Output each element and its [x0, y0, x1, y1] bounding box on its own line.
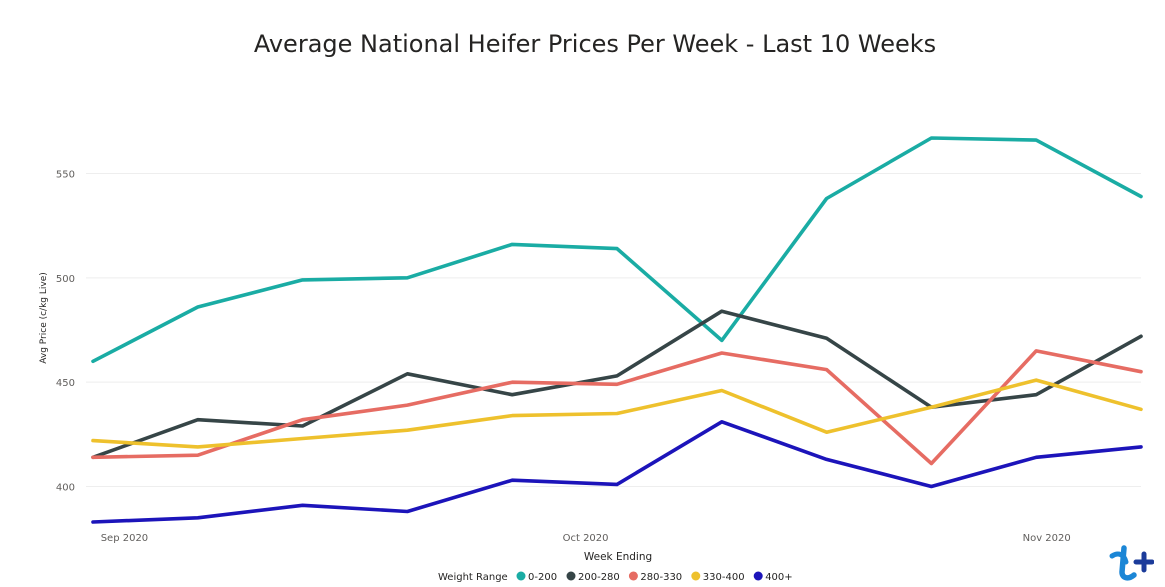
- series-line-400+: [91, 419, 1143, 524]
- legend-marker: [753, 571, 763, 581]
- x-axis-ticks: Sep 2020 Oct 2020 Nov 2020: [101, 533, 1071, 544]
- y-axis-ticks: 400 450 500 550: [56, 170, 75, 494]
- legend-item-label: 330-400: [703, 572, 745, 583]
- x-axis-title: Week Ending: [584, 551, 652, 563]
- legend-marker: [566, 571, 576, 581]
- legend-title: Weight Range: [438, 572, 508, 583]
- legend-item-label: 0-200: [528, 572, 557, 583]
- series-line-280-330: [91, 349, 1143, 466]
- legend: Weight Range 0-200 200-280 280-330 330-400 40…: [438, 571, 793, 583]
- legend-item-label: 400+: [765, 572, 792, 583]
- chart-title: Average National Heifer Prices Per Week …: [254, 30, 936, 58]
- gridlines: [86, 173, 1141, 487]
- y-tick-label: 550: [56, 170, 75, 181]
- legend-marker: [691, 571, 701, 581]
- series-line-330-400: [91, 378, 1143, 449]
- brand-logo-icon: [1109, 545, 1154, 581]
- legend-item-label: 200-280: [578, 572, 620, 583]
- y-tick-label: 400: [56, 483, 75, 494]
- legend-marker: [516, 571, 526, 581]
- y-tick-label: 500: [56, 274, 75, 285]
- series-lines: [91, 136, 1143, 524]
- legend-item-label: 280-330: [640, 572, 682, 583]
- y-tick-label: 450: [56, 378, 75, 389]
- legend-marker: [628, 571, 638, 581]
- series-line-200-280: [91, 309, 1143, 460]
- y-axis-title: Avg Price (c/kg Live): [39, 272, 49, 364]
- x-tick-label: Sep 2020: [101, 533, 148, 544]
- x-tick-label: Oct 2020: [563, 533, 609, 544]
- x-tick-label: Nov 2020: [1023, 533, 1071, 544]
- series-line-0-200: [91, 136, 1143, 364]
